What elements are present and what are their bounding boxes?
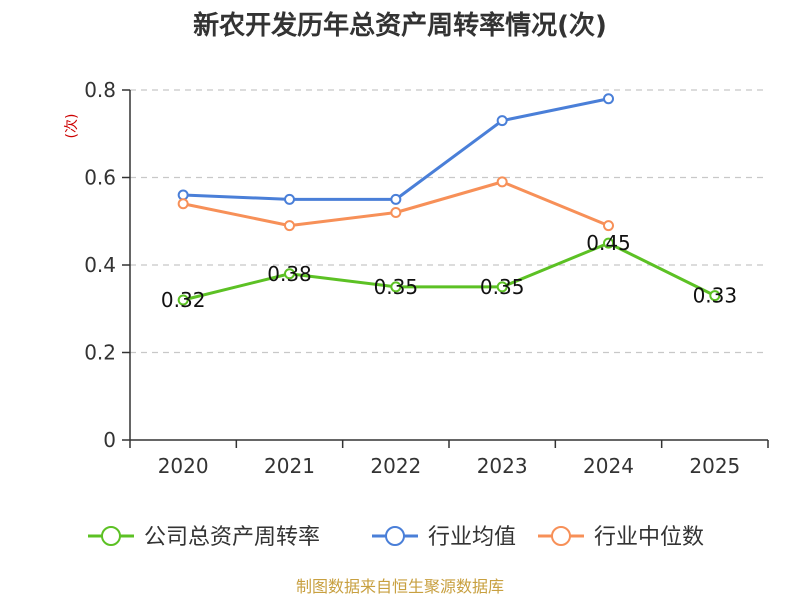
legend-item-2: 行业中位数: [538, 525, 704, 550]
data-point: [496, 176, 508, 188]
y-tick-label: 0.2: [84, 341, 116, 365]
data-label: 0.38: [267, 262, 312, 286]
x-tick-label: 2024: [583, 454, 634, 478]
data-point: [284, 268, 295, 280]
series-layer: [177, 93, 721, 306]
x-tick-label: 2022: [370, 454, 421, 478]
legend-item-1: 行业均值: [372, 525, 516, 550]
x-tick-label: 2025: [689, 454, 740, 478]
data-point: [390, 207, 402, 218]
legend-label: 公司总资产周转率: [144, 525, 320, 550]
data-point: [709, 290, 721, 302]
data-label: 0.45: [586, 231, 631, 255]
source-note: 制图数据来自恒生聚源数据库: [296, 577, 504, 596]
data-point: [603, 93, 614, 105]
data-point: [603, 220, 614, 232]
y-tick-label: 0.8: [84, 78, 116, 102]
data-point: [496, 115, 508, 127]
x-axis-ticks: 2020 2021 2022 2023 2024 2025: [158, 454, 741, 478]
y-axis-ticks: 0 0.2 0.4 0.6 0.8: [84, 78, 116, 452]
x-tick-label: 2023: [477, 454, 528, 478]
series-2: [177, 176, 614, 232]
data-point: [390, 193, 402, 205]
series-line: [182, 241, 716, 302]
legend-label: 行业均值: [428, 525, 516, 550]
legend-item-0: 公司总资产周转率: [88, 525, 320, 550]
data-labels: 0.32 0.38 0.35 0.35 0.45 0.33: [161, 231, 737, 312]
legend-label: 行业中位数: [594, 525, 704, 550]
data-label: 0.35: [480, 275, 525, 299]
chart-title: 新农开发历年总资产周转率情况(次): [193, 10, 607, 41]
y-tick-label: 0: [103, 428, 116, 452]
data-point: [284, 220, 295, 232]
y-tick-label: 0.6: [84, 166, 116, 190]
data-label: 0.32: [161, 288, 206, 312]
legend-marker: [385, 526, 405, 546]
y-tick-label: 0.4: [84, 253, 116, 277]
data-point: [603, 237, 614, 249]
x-tick-label: 2020: [158, 454, 209, 478]
data-point: [284, 193, 295, 205]
grid-lines: [130, 89, 768, 354]
data-label: 0.33: [693, 284, 738, 308]
legend-marker: [101, 526, 121, 546]
data-label: 0.35: [374, 275, 419, 299]
series-0: [177, 237, 721, 306]
data-point: [177, 189, 189, 201]
legend-marker: [551, 526, 571, 546]
data-point: [390, 281, 402, 293]
data-point: [496, 281, 508, 293]
series-line: [183, 97, 609, 201]
data-point: [177, 198, 189, 210]
x-tick-label: 2021: [264, 454, 315, 478]
axes: [122, 89, 769, 448]
data-point: [177, 294, 189, 306]
legend: 公司总资产周转率 行业均值 行业中位数: [88, 525, 704, 550]
y-axis-unit: (次): [64, 114, 80, 139]
series-1: [177, 93, 614, 205]
